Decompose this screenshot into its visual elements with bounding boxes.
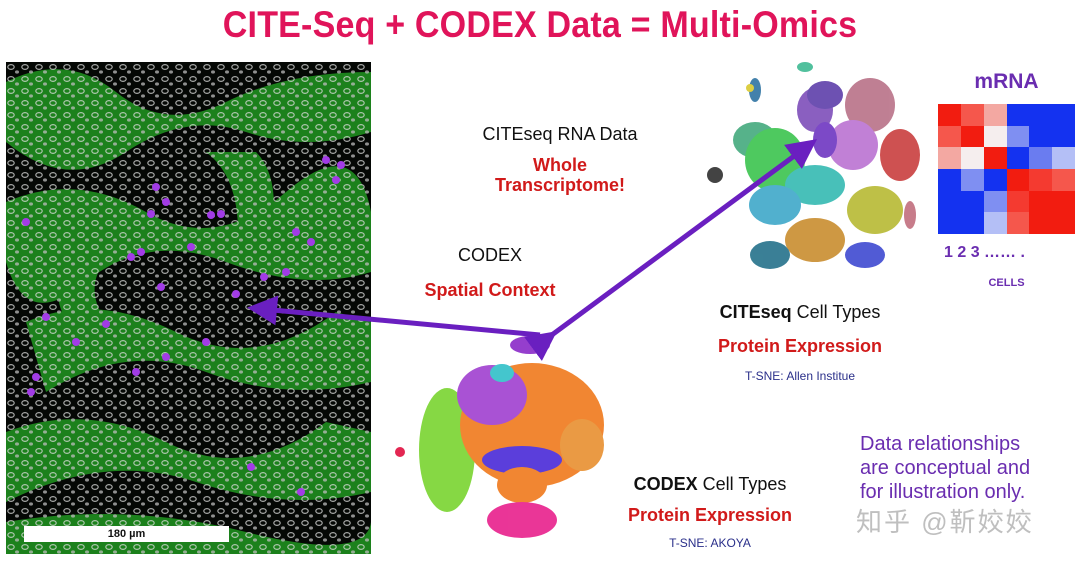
heatmap-cell — [938, 190, 961, 213]
heatmap-x-label: CELLS — [988, 277, 1025, 289]
heatmap-cell — [1029, 125, 1053, 148]
heatmap-cell — [1052, 125, 1075, 148]
heatmap-cell — [983, 190, 1007, 213]
heatmap-cell — [1052, 190, 1075, 213]
heatmap-cell — [1029, 147, 1053, 169]
codex-tissue-arrow — [247, 295, 541, 338]
heatmap-cell — [938, 212, 961, 234]
codex-tissue-image: 180 µm — [6, 62, 371, 554]
heatmap-cell — [1052, 212, 1075, 234]
heatmap-cell — [1029, 168, 1053, 191]
spatial-context-label: Spatial Context — [424, 280, 556, 300]
heatmap-cell — [960, 190, 984, 213]
heatmap-cell — [1006, 104, 1030, 126]
citeseq-cell-types-label: CITEseq Cell Types — [690, 302, 910, 323]
mrna-heatmap — [938, 104, 1075, 234]
heatmap-cell — [960, 168, 984, 191]
heatmap-cell — [960, 212, 984, 234]
disclaimer-line-2: are conceptual and — [860, 457, 1031, 479]
heatmap-cell — [1006, 168, 1030, 191]
codex-tsne-source: T-SNE: AKOYA — [669, 536, 751, 550]
disclaimer-line-1: Data relationships — [860, 433, 1021, 455]
scale-bar: 180 µm — [24, 526, 229, 542]
heatmap-cell — [938, 168, 961, 191]
citeseq-tsne-source: T-SNE: Allen Institue — [744, 369, 856, 383]
page-title: CITE-Seq + CODEX Data = Multi-Omics — [222, 4, 858, 45]
heatmap-cell — [1006, 212, 1030, 234]
heatmap-cell — [983, 104, 1007, 126]
disclaimer-note: Data relationships are conceptual and fo… — [860, 432, 1030, 504]
citeseq-bold: CITEseq — [719, 302, 792, 322]
heatmap-cell — [983, 168, 1007, 191]
heatmap-cell — [1029, 190, 1053, 213]
heatmap-cell — [1029, 212, 1053, 234]
citeseq-rna-heading: CITEseq RNA Data — [482, 124, 638, 144]
heatmap-cell — [983, 147, 1007, 169]
watermark: 知乎 @靳姣姣 — [856, 507, 1034, 537]
heatmap-cell — [960, 125, 984, 148]
heatmap-cell — [938, 104, 961, 126]
disclaimer-line-3: for illustration only. — [860, 481, 1026, 503]
heatmap-cell — [1006, 190, 1030, 213]
heatmap-cell — [1052, 147, 1075, 169]
codex-heading: CODEX — [457, 245, 522, 265]
heatmap-cell — [1006, 147, 1030, 169]
heatmap-cell — [1052, 104, 1075, 126]
codex-bold: CODEX — [633, 474, 698, 494]
heatmap-x-ticks: 1 2 3 …… . — [944, 244, 1025, 261]
heatmap-cell — [1052, 168, 1075, 191]
heatmap-cell — [960, 104, 984, 126]
heatmap-cell — [1029, 104, 1053, 126]
heatmap-cell — [1006, 125, 1030, 148]
citeseq-codex-arrow — [524, 139, 818, 361]
heatmap-cell — [960, 147, 984, 169]
cell-types-text: Cell Types — [697, 474, 787, 494]
cell-types-text: Cell Types — [791, 302, 881, 322]
codex-protein-expression: Protein Expression — [627, 505, 793, 525]
heatmap-cell — [983, 125, 1007, 148]
heatmap-cell — [938, 147, 961, 169]
codex-tsne-plot — [395, 336, 604, 538]
citeseq-protein-expression: Protein Expression — [717, 336, 883, 356]
codex-cell-types-label: CODEX Cell Types — [610, 474, 810, 495]
heatmap-cell — [983, 212, 1007, 234]
heatmap-cell — [938, 125, 961, 148]
heatmap-title: mRNA — [974, 70, 1039, 93]
